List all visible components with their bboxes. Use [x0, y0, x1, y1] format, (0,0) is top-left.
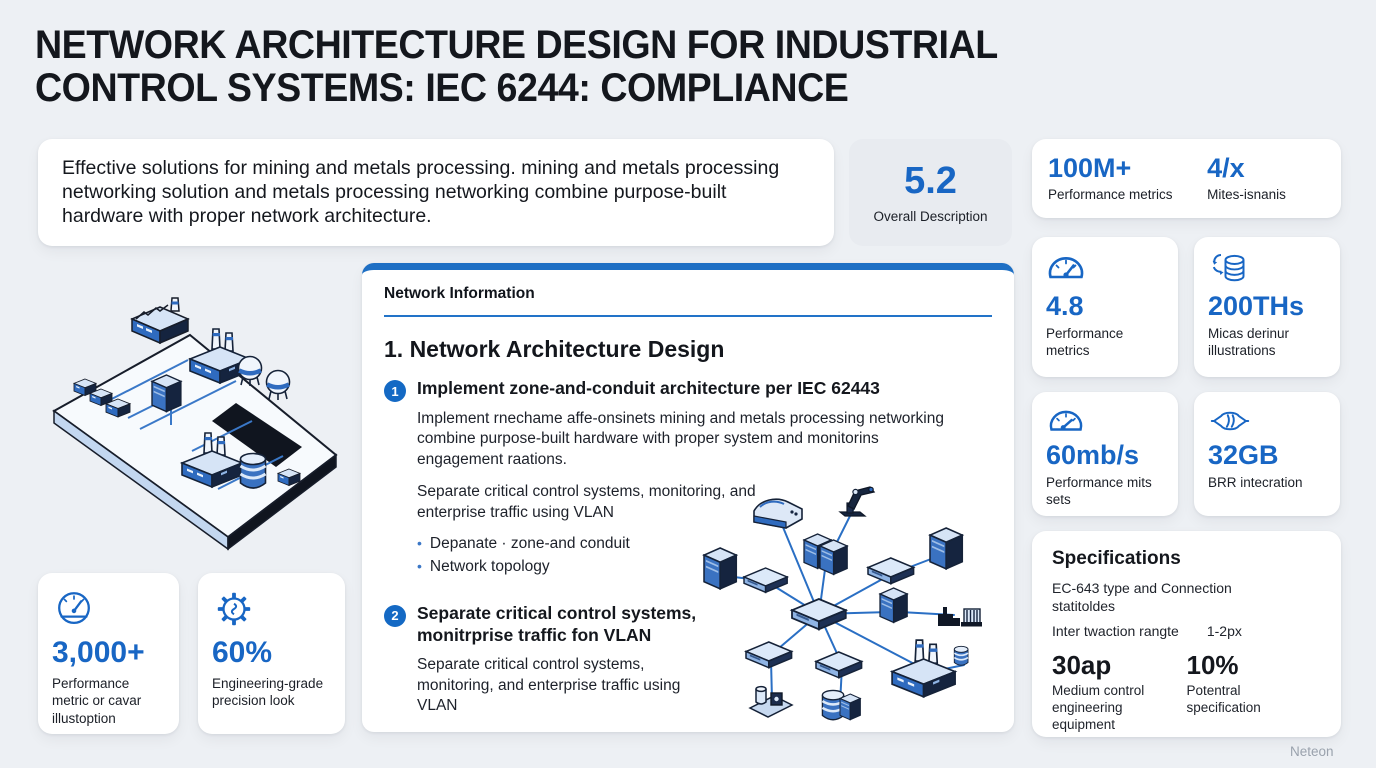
- bullet-item: • Network topology: [417, 555, 965, 578]
- stat-value: 100M+: [1048, 153, 1132, 183]
- factory-site-illustration: [52, 297, 338, 551]
- spec-line: EC-643 type and Connection statitoldes: [1052, 580, 1232, 615]
- spec-stat-label: Medium control engineering equipment: [1052, 683, 1145, 733]
- metric-value: 4.8: [1046, 291, 1084, 321]
- metric-card-memory: 32GB BRR intecration: [1194, 392, 1340, 516]
- metric-card-performance: 4.8 Performance metrics: [1032, 237, 1178, 377]
- metric-label: Performance mits sets: [1046, 475, 1152, 508]
- intro-card: Effective solutions for mining and metal…: [38, 139, 834, 246]
- step-number-badge: 2: [384, 604, 406, 627]
- specifications-title: Specifications: [1052, 548, 1181, 569]
- stat-label: Performance metrics: [1048, 187, 1173, 202]
- page-title-line2: CONTROL SYSTEMS: IEC 6244: COMPLIANCE: [35, 66, 849, 111]
- spec-stat-equipment: 30ap Medium control engineering equipmen…: [1052, 652, 1187, 734]
- section-heading: 1. Network Architecture Design: [384, 336, 725, 362]
- step-paragraph: Separate critical control systems, monit…: [417, 483, 756, 521]
- metric-label: BRR intecration: [1208, 475, 1303, 491]
- bullet-item: • Depanate · zone-and conduit: [417, 532, 965, 555]
- spec-row-value: 1-2px: [1206, 623, 1242, 640]
- stat-value: 3,000+: [52, 636, 145, 669]
- overall-score-value: 5.2: [904, 159, 957, 202]
- step-paragraph: Implement rnechame affe-onsinets mining …: [417, 409, 944, 468]
- step-paragraph: Separate critical control systems, monit…: [417, 656, 681, 715]
- overall-score-card: 5.2 Overall Description: [849, 139, 1012, 246]
- gear-icon: [217, 592, 251, 626]
- step-title: Implement zone-and-conduit architecture …: [417, 378, 880, 398]
- metric-value: 32GB: [1208, 440, 1279, 470]
- step-number-badge: 1: [384, 380, 406, 402]
- network-topology-illustration: [703, 486, 983, 722]
- metric-card-illustrations: 200THs Micas derinur illustrations: [1194, 237, 1340, 377]
- stat-performance-metrics: 100M+ Performance metrics: [1048, 153, 1207, 203]
- specifications-card: Specifications EC-643 type and Connectio…: [1032, 531, 1341, 737]
- stat-label: Engineering-grade precision look: [212, 676, 324, 709]
- stat-mites: 4/x Mites-isnanis: [1207, 153, 1325, 203]
- stat-label: Mites-isnanis: [1207, 187, 1286, 202]
- bottom-stat-precision: 60% Engineering-grade precision look: [198, 573, 345, 734]
- stat-label: Performance metric or cavar illustoption: [52, 676, 142, 726]
- metric-value: 60mb/s: [1046, 440, 1140, 470]
- metric-label: Micas derinur illustrations: [1208, 326, 1290, 359]
- bullet-marker: •: [417, 558, 422, 575]
- stat-value: 4/x: [1207, 153, 1245, 183]
- top-stats-card: 100M+ Performance metrics 4/x Mites-isna…: [1032, 139, 1341, 218]
- spec-stat-value: 30ap: [1052, 650, 1112, 681]
- control-cabinet: [151, 374, 182, 413]
- intro-text: Effective solutions for mining and metal…: [62, 157, 780, 227]
- list-item-1: 1 Implement zone-and-conduit architectur…: [384, 378, 992, 579]
- page-title-line1: NETWORK ARCHITECTURE DESIGN FOR INDUSTRI…: [35, 23, 998, 67]
- gauge-icon: [1049, 410, 1083, 431]
- sphere-tank: [239, 357, 262, 387]
- metric-value: 200THs: [1208, 291, 1305, 321]
- bullet-marker: •: [417, 535, 422, 552]
- page-title: NETWORK ARCHITECTURE DESIGN FOR INDUSTRI…: [35, 23, 998, 111]
- bullet-text: Depanate · zone-and conduit: [429, 535, 630, 553]
- metric-card-speed: 60mb/s Performance mits sets: [1032, 392, 1178, 516]
- storage-tank: [239, 452, 267, 490]
- chip-icon: [1210, 411, 1250, 431]
- stat-value: 60%: [212, 636, 273, 669]
- gauge-icon: [1048, 256, 1084, 279]
- bullet-list: • Depanate · zone-and conduit • Network to…: [417, 532, 965, 579]
- bottom-stat-performance: 3,000+ Performance metric or cavar illus…: [38, 573, 179, 734]
- panel-header: Network Information: [384, 285, 535, 302]
- database-sync-icon: [1212, 253, 1245, 282]
- spec-stat-potential: 10% Potentral specification: [1187, 652, 1322, 734]
- metric-label: Performance metrics: [1046, 326, 1124, 359]
- spec-stat-value: 10%: [1186, 650, 1239, 681]
- recessed-strip: [212, 403, 302, 467]
- spec-row-label: Inter twaction rangte: [1052, 623, 1179, 640]
- sawtooth-factory: [131, 297, 189, 344]
- bullet-text: Network topology: [429, 558, 550, 576]
- brand-watermark: Neteon: [1290, 744, 1334, 759]
- list-item-2: 2 Separate critical control systems, mon…: [384, 603, 992, 717]
- overall-score-label: Overall Description: [873, 208, 988, 224]
- gauge-dial-icon: [58, 592, 90, 624]
- platform-edge-right: [227, 453, 337, 551]
- network-info-panel: Network Information 1. Network Architect…: [362, 263, 1014, 732]
- step-title: Separate critical control systems, monit…: [417, 602, 697, 645]
- panel-divider: [384, 315, 992, 317]
- sphere-tank: [267, 371, 290, 401]
- spec-stat-label: Potentral specification: [1186, 683, 1261, 716]
